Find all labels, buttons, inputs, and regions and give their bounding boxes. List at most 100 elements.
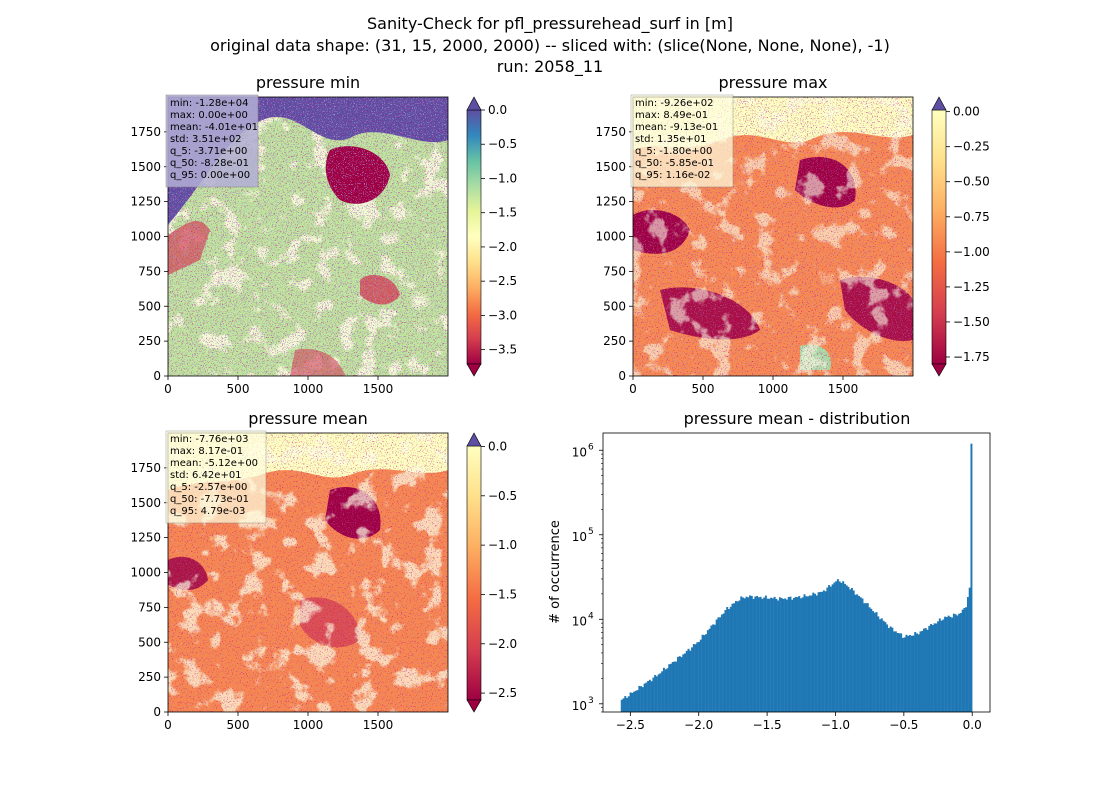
histogram-bar [880, 618, 883, 712]
histogram-bar [914, 632, 917, 712]
histogram-bar [961, 609, 964, 712]
histogram-bar [875, 612, 878, 712]
colorbar-ticks: 0.00 −0.25 −0.50 −0.75 −1.00 −1.25 −1.50 −1.75 [946, 105, 990, 364]
histogram-bar [648, 679, 651, 712]
y-tick-label: 1750 [130, 461, 161, 475]
histogram-bar [727, 609, 730, 712]
histogram-bar [634, 690, 637, 712]
histogram-bar [865, 603, 867, 712]
histogram-bar [886, 624, 889, 712]
histogram-bar [931, 625, 934, 712]
stat-line: mean: -5.12e+00 [170, 458, 258, 469]
colorbar-tick-label: −0.5 [488, 489, 517, 503]
histogram-bar [826, 587, 829, 712]
histogram-bar [633, 691, 636, 712]
stat-line: q_95: 1.16e-02 [635, 170, 710, 181]
histogram-bar [640, 686, 643, 712]
colorbar-extend-top [466, 432, 482, 447]
stat-line: std: 3.51e+02 [170, 134, 242, 145]
histogram-bar [873, 612, 876, 712]
histogram-bar [858, 596, 860, 712]
histogram-bar [655, 676, 658, 712]
histogram-bar [933, 623, 936, 712]
histogram-bar [847, 586, 850, 712]
x-ticks: 0 500 1000 1500 [164, 376, 393, 396]
histogram-bar [887, 628, 890, 712]
histogram-bar [807, 596, 810, 712]
histogram-bar [694, 644, 697, 712]
histogram-bar [685, 650, 688, 712]
colorbar-tick-label: −3.5 [488, 343, 517, 357]
stats-box: min: -1.28e+04 max: 0.00e+00 mean: -4.01… [165, 94, 259, 188]
stat-line: max: 8.49e-01 [635, 110, 708, 121]
histogram-bar [638, 685, 641, 712]
histogram-bar [791, 599, 794, 712]
histogram-bar [949, 616, 952, 712]
colorbar-extend-bottom [466, 363, 482, 377]
stat-line: q_50: -7.73e-01 [170, 494, 249, 505]
histogram-bar [921, 630, 924, 712]
histogram-bar [889, 626, 892, 712]
y-tick-label: 1250 [595, 195, 626, 209]
y-tick-exponent: 4 [588, 611, 594, 621]
histogram-bar [780, 598, 783, 712]
histogram-bar [959, 613, 962, 712]
histogram-bar [675, 661, 678, 712]
x-ticks: −2.5 −2.0 −1.5 −1.0 −0.5 0.0 [616, 712, 982, 732]
stat-line: q_95: 4.79e-03 [170, 506, 245, 517]
histogram-bar [879, 619, 882, 712]
histogram-bar [884, 622, 887, 712]
histogram-bar [866, 603, 869, 712]
histogram-bar [749, 595, 752, 712]
histogram-bar [657, 674, 660, 712]
histogram-bar [750, 595, 753, 712]
histogram-bar [965, 607, 968, 712]
histogram-bar [842, 581, 845, 712]
histogram-bar [901, 637, 904, 712]
y-tick-label: 500 [138, 635, 161, 649]
histogram-bar [631, 692, 634, 712]
histogram-bar [966, 597, 969, 712]
colorbar-tick-label: −2.5 [488, 686, 517, 700]
histogram-bar [775, 598, 778, 712]
histogram-bar [831, 584, 834, 712]
x-tick-label: 500 [692, 382, 715, 396]
histogram-bar [808, 595, 811, 712]
histogram-bar [720, 614, 723, 712]
histogram-bar [756, 595, 759, 712]
histogram-bar [747, 597, 750, 712]
histogram-bar [836, 579, 839, 712]
histogram-bar [828, 585, 831, 712]
histogram-bar [903, 637, 906, 712]
histogram-bar [768, 598, 771, 712]
histogram-bar [861, 598, 864, 712]
histogram-bar [822, 590, 825, 712]
stat-line: min: -1.28e+04 [170, 98, 249, 109]
histogram-bar [654, 675, 657, 712]
colorbar-tick-label: 0.0 [488, 103, 507, 117]
histogram-bar [699, 639, 702, 712]
stat-line: max: 0.00e+00 [170, 110, 248, 121]
histogram-bar [863, 603, 866, 712]
histogram-bar [951, 617, 954, 712]
histogram-bar [900, 633, 903, 712]
y-tick-label: 1000 [595, 230, 626, 244]
stat-line: q_5: -3.71e+00 [170, 146, 247, 157]
x-tick-label: 0 [629, 382, 637, 396]
y-tick-label: 750 [138, 600, 161, 614]
histogram-bar [692, 644, 695, 712]
histogram-bar [724, 610, 727, 712]
colorbar-tick-label: −2.5 [488, 274, 517, 288]
y-tick-label: 500 [138, 299, 161, 313]
colorbar-tick-label: −0.75 [953, 210, 990, 224]
histogram-bar [710, 625, 713, 712]
histogram-bar [713, 624, 716, 712]
histogram-bar [738, 600, 741, 712]
y-tick-label: 250 [138, 334, 161, 348]
y-ticks: 0 250 500 750 1000 1250 1500 1750 [130, 125, 168, 383]
colorbar-tick-label: 0.0 [488, 439, 507, 453]
histogram-bar [923, 628, 925, 712]
colorbar-tick-label: 0.00 [953, 105, 980, 119]
histogram-bar [691, 647, 694, 712]
histogram-bar [814, 593, 817, 712]
